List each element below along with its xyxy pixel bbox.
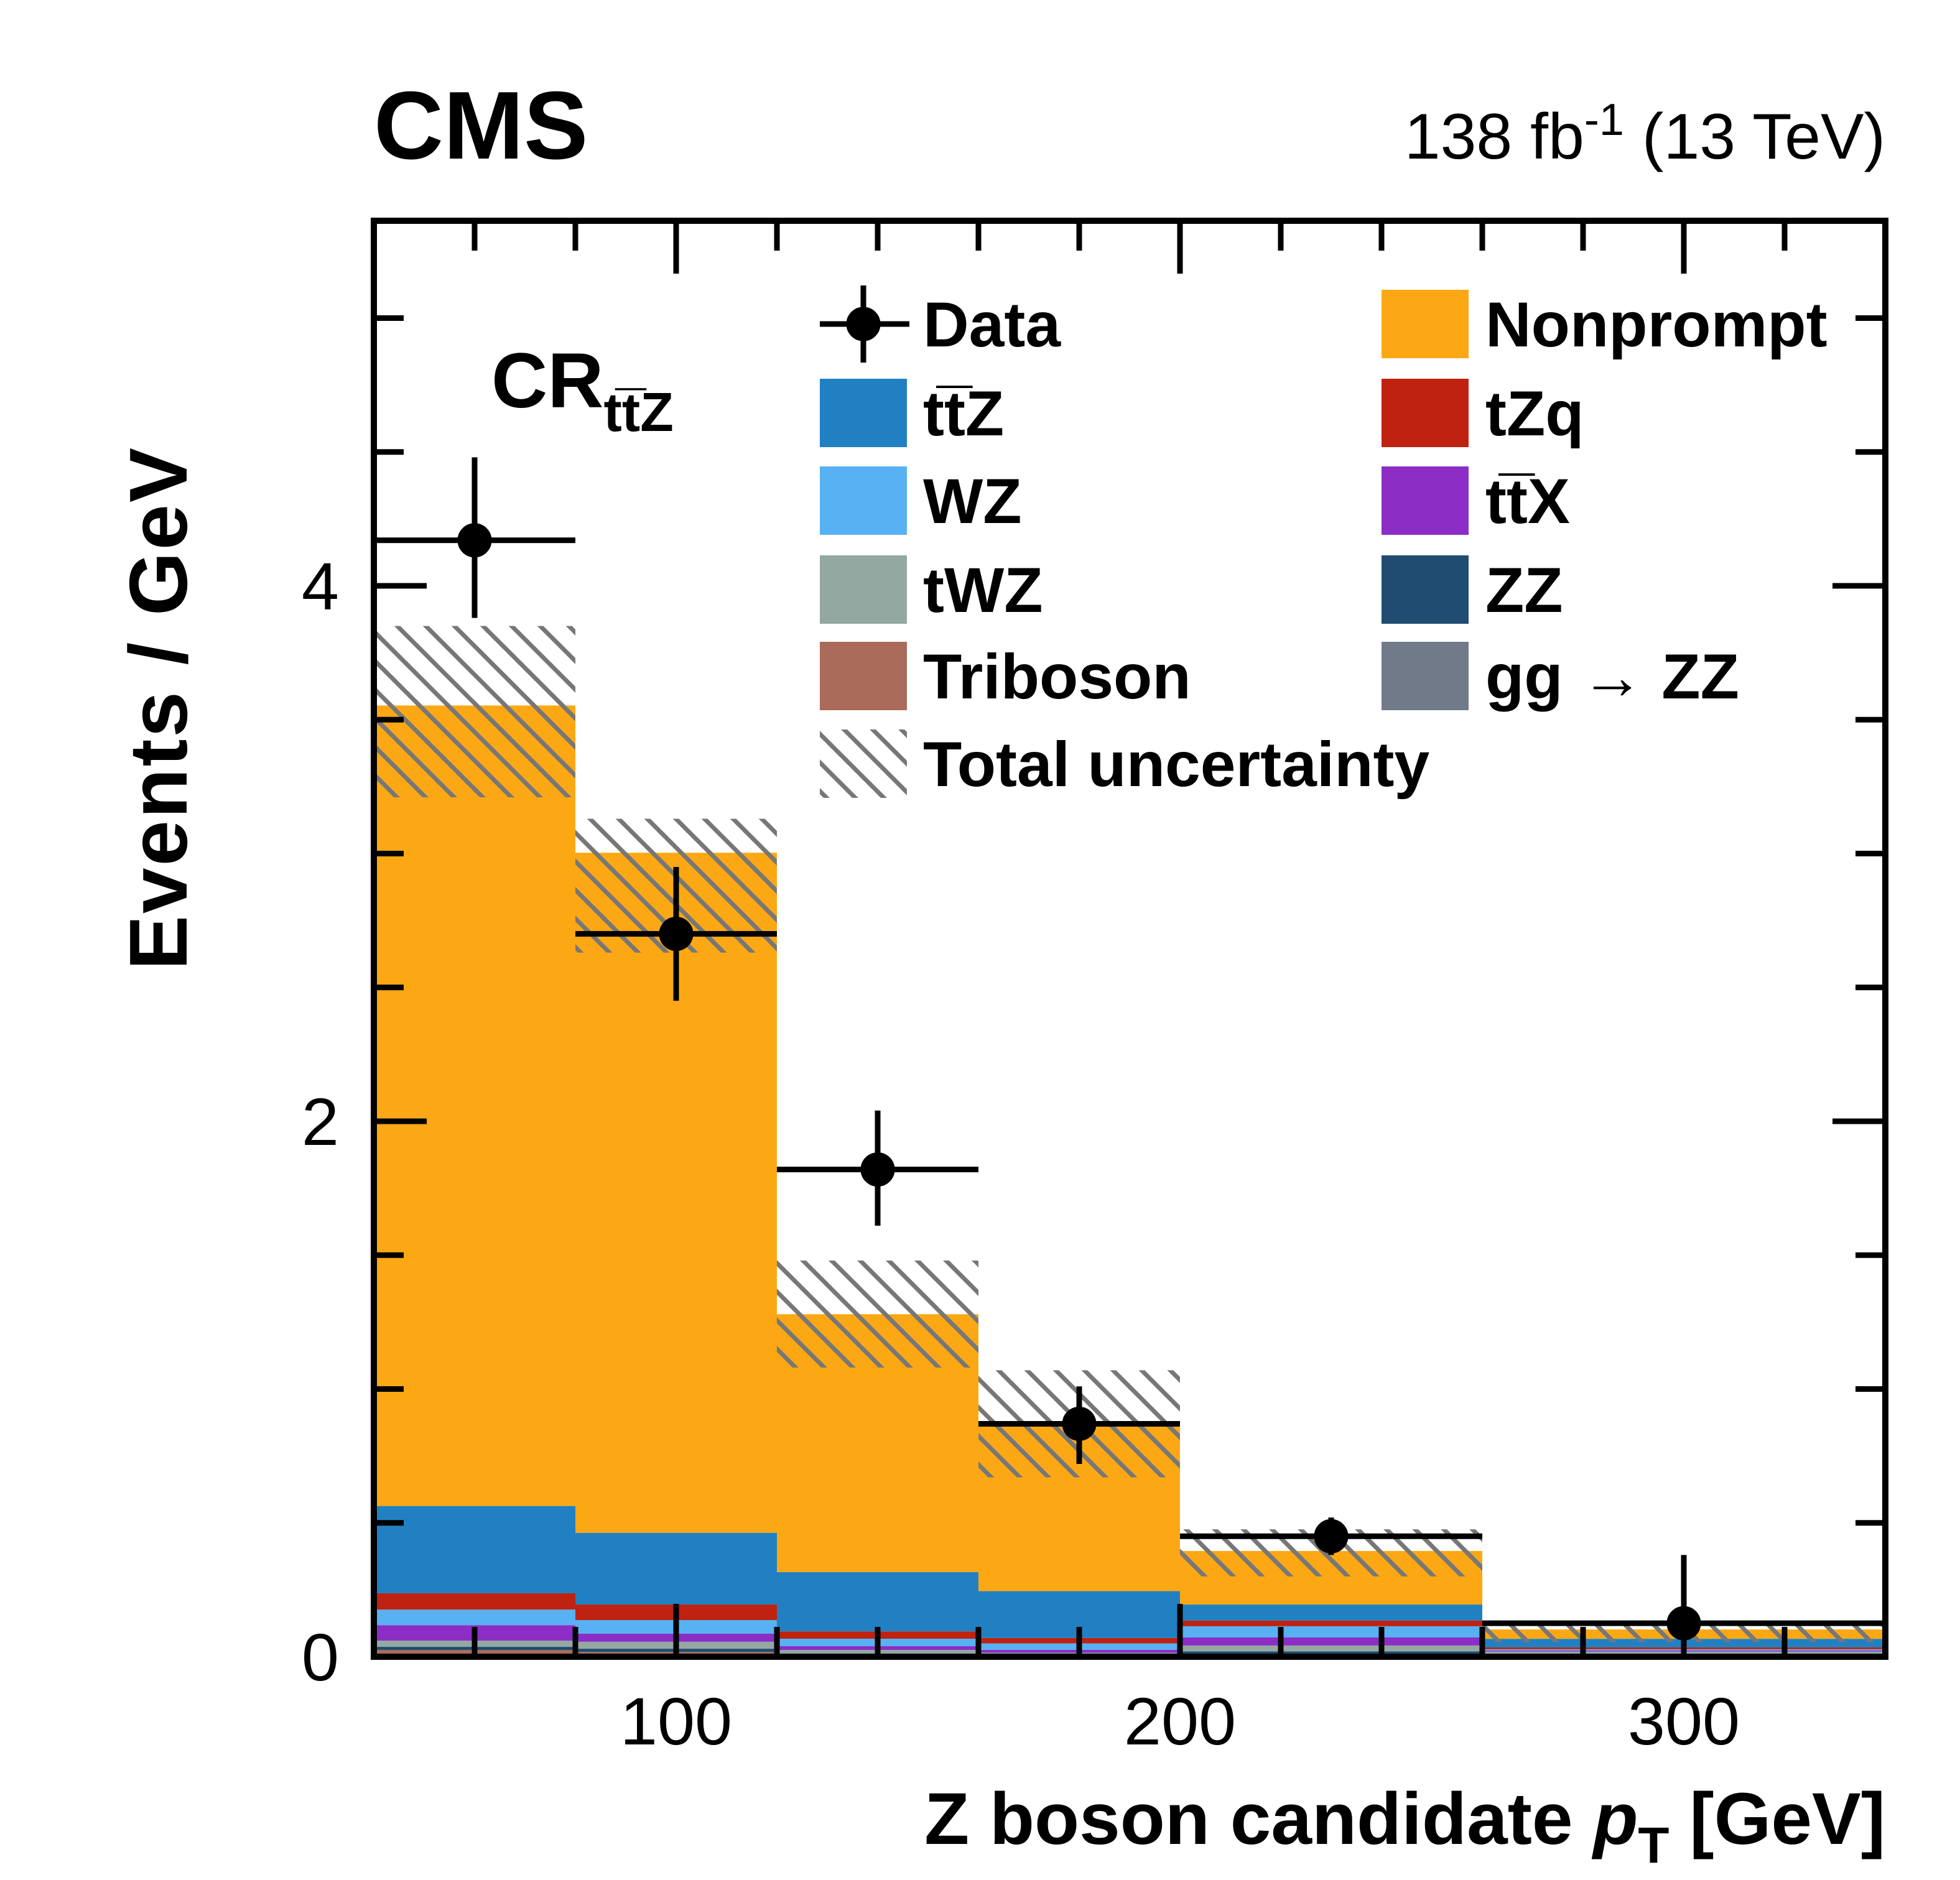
data-points [374, 457, 1885, 1654]
bar-segment-tZq-bin4 [1180, 1620, 1482, 1626]
data-point-1 [575, 867, 777, 1001]
legend-data-marker [820, 285, 909, 363]
bar-segment-ZZ-bin4 [1180, 1651, 1482, 1654]
legend-swatch-tZq [1382, 379, 1469, 447]
legend-item-total-uncertainty: Total uncertainty [820, 729, 1429, 800]
bar-segment-tZq-bin0 [374, 1593, 575, 1610]
legend-label: Nonprompt [1485, 289, 1828, 360]
legend-item-tZq: tZq [1382, 378, 1584, 449]
legend-label: ZZ [1485, 555, 1563, 626]
legend-item-data: Data [820, 285, 1061, 363]
legend-swatch-ttX [1382, 466, 1469, 535]
data-point-2 [777, 1110, 978, 1226]
axis-tick-labels: 100 200 300 0 2 4 [302, 549, 1740, 1759]
x-tick-label-100: 100 [620, 1683, 732, 1759]
bar-segment-ttZ-bin4 [1180, 1604, 1482, 1621]
legend-swatch-ttZ [820, 379, 907, 447]
legend-item-Nonprompt: Nonprompt [1382, 289, 1828, 360]
region-label: CRtt̅Z [491, 338, 674, 443]
data-marker [860, 1152, 895, 1187]
legend-swatch-uncertainty [820, 729, 907, 798]
y-tick-label-4: 4 [302, 549, 339, 624]
data-point-0 [374, 457, 575, 618]
legend-label: gg → ZZ [1485, 641, 1739, 712]
bar-segment-WZ-bin0 [374, 1609, 575, 1626]
legend-item-ttZ: tt̅Z [820, 378, 1004, 449]
data-marker [1314, 1519, 1349, 1554]
data-marker [1666, 1606, 1701, 1641]
legend-item-ZZ: ZZ [1382, 555, 1563, 626]
legend-item-ggZZ: gg → ZZ [1382, 641, 1739, 712]
data-marker [1062, 1406, 1097, 1441]
x-tick-label-300: 300 [1628, 1683, 1740, 1759]
legend-item-Triboson: Triboson [820, 641, 1191, 712]
data-marker [457, 523, 492, 558]
legend-swatch-ZZ [1382, 555, 1469, 624]
legend-label: tWZ [923, 555, 1043, 626]
frame-rect [371, 218, 1888, 1660]
legend-label: Triboson [923, 641, 1191, 712]
legend: Data tt̅Z WZ tWZ Triboson Total uncertainty No… [820, 285, 1828, 800]
legend-swatch-ggZZ [1382, 642, 1469, 710]
cms-logo: CMS [374, 72, 588, 179]
bar-segment-ttZ-bin0 [374, 1506, 575, 1593]
legend-item-ttX: tt̅X [1382, 466, 1570, 537]
legend-swatch-WZ [820, 466, 907, 535]
bar-segment-ttZ-bin1 [575, 1532, 777, 1605]
legend-item-tWZ: tWZ [820, 555, 1043, 626]
legend-swatch-Triboson [820, 642, 907, 710]
legend-label: tZq [1485, 378, 1584, 449]
legend-swatch-Nonprompt [1382, 290, 1469, 358]
y-tick-label-0: 0 [302, 1619, 339, 1695]
uncertainty-band-bin0 [374, 626, 575, 798]
data-point-3 [978, 1386, 1180, 1465]
x-axis-title: Z boson candidate pT [GeV] [924, 1778, 1885, 1874]
legend-item-WZ: WZ [820, 466, 1022, 537]
x-tick-label-200: 200 [1124, 1683, 1236, 1759]
bar-segment-Nonprompt-bin0 [374, 705, 575, 1506]
legend-label: tt̅Z [923, 378, 1004, 449]
lumi-label: 138 fb-1 (13 TeV) [1405, 95, 1885, 173]
y-axis-title: Events / GeV [113, 446, 204, 970]
uncertainty-band-bin2 [777, 1260, 978, 1368]
axis-ticks [374, 221, 1885, 1657]
legend-label: Data [923, 289, 1061, 360]
y-tick-label-2: 2 [302, 1084, 339, 1159]
legend-swatch-tWZ [820, 555, 907, 624]
bar-segment-ttZ-bin2 [777, 1572, 978, 1632]
legend-label: WZ [923, 466, 1022, 537]
plot-frame [371, 218, 1888, 1660]
legend-label: Total uncertainty [923, 729, 1429, 800]
bar-segment-ttX-bin4 [1180, 1637, 1482, 1646]
bar-segment-WZ-bin4 [1180, 1626, 1482, 1638]
data-point-4 [1180, 1517, 1482, 1555]
data-marker [659, 917, 694, 952]
legend-label: tt̅X [1485, 466, 1570, 537]
data-point-5 [1482, 1555, 1885, 1654]
bar-segment-tWZ-bin4 [1180, 1645, 1482, 1652]
